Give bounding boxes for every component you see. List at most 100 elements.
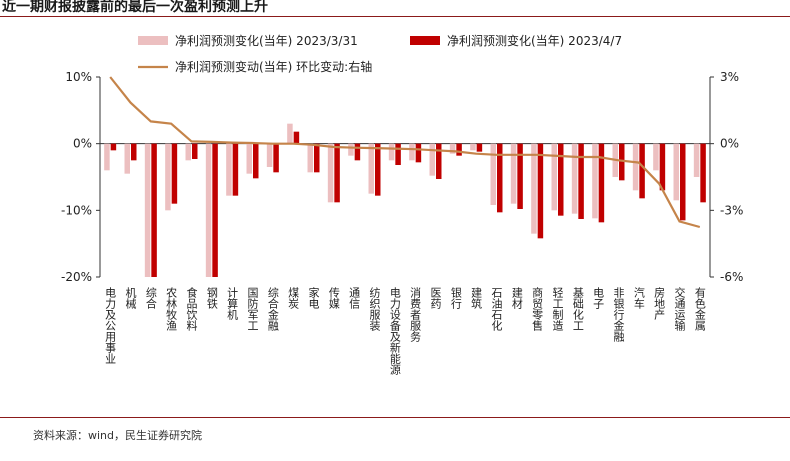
title-divider: [0, 16, 790, 17]
bar-2023-03-31: [388, 143, 395, 161]
x-tick-label: 机械: [124, 286, 137, 310]
x-tick-label: 综合: [144, 286, 157, 309]
x-tick-label: 非银行金融: [612, 287, 625, 343]
bar-2023-03-31: [592, 143, 598, 219]
bar-2023-03-31: [327, 143, 334, 203]
x-tick-label: 建材: [510, 286, 523, 309]
bar-2023-03-31: [531, 143, 537, 234]
x-tick-label: 家电: [307, 286, 320, 309]
y2-tick-label: -3%: [720, 203, 743, 217]
bar-2023-04-07: [334, 143, 340, 203]
y2-tick-label: -6%: [720, 270, 743, 284]
legend-label-2023-04-07: 净利润预测变化(当年) 2023/4/7: [447, 33, 622, 48]
source-note: 资料来源：wind，民生证券研究院: [33, 429, 203, 442]
bar-2023-03-31: [246, 143, 252, 174]
bar-2023-04-07: [192, 143, 198, 159]
bar-2023-03-31: [510, 143, 517, 204]
y-tick-label: 10%: [65, 70, 92, 84]
bar-2023-03-31: [287, 123, 293, 144]
bar-2023-04-07: [497, 143, 503, 213]
bar-2023-04-07: [700, 143, 706, 203]
bar-2023-03-31: [449, 143, 456, 154]
y-tick-label: -10%: [61, 203, 92, 217]
bar-2023-03-31: [673, 143, 679, 201]
bar-2023-04-07: [659, 143, 666, 191]
x-tick-label: 农林牧渔: [165, 286, 178, 332]
bar-2023-04-07: [131, 143, 137, 161]
x-tick-label: 纺织服装: [368, 286, 381, 332]
y2-tick-label: 0%: [720, 137, 739, 151]
bar-2023-04-07: [476, 143, 483, 152]
bar-2023-04-07: [639, 143, 645, 199]
x-tick-label: 商贸零售: [531, 286, 544, 332]
bar-2023-03-31: [348, 143, 354, 156]
bar-2023-04-07: [375, 143, 381, 196]
x-tick-label: 有色金属: [693, 286, 706, 332]
bar-2023-04-07: [558, 143, 564, 216]
bar-2023-03-31: [571, 143, 578, 214]
x-tick-label: 银行: [449, 286, 462, 310]
bar-2023-04-07: [253, 143, 259, 179]
bar-2023-04-07: [436, 143, 442, 179]
bar-2023-04-07: [354, 143, 361, 161]
bar-2023-03-31: [104, 143, 110, 171]
x-tick-label: 国防军工: [246, 287, 259, 331]
x-tick-label: 基础化工: [571, 287, 584, 331]
bar-2023-03-31: [632, 143, 639, 191]
bar-2023-04-07: [212, 143, 218, 277]
line-series-mom-change: [109, 76, 701, 229]
bar-2023-04-07: [415, 143, 422, 163]
bar-2023-03-31: [266, 143, 273, 167]
x-tick-label: 综合金融: [266, 286, 279, 332]
bar-2023-04-07: [171, 143, 178, 204]
bar-2023-03-31: [226, 143, 232, 196]
x-tick-label: 轻工制造: [551, 286, 564, 331]
bar-2023-04-07: [598, 143, 605, 223]
bar-2023-03-31: [409, 143, 415, 161]
bar-2023-04-07: [578, 143, 584, 219]
chart: 10% 0% -10% -20% 3% 0% -3% -6% 电力及公用事业 机械 综合 农林牧渔 食品…: [61, 33, 743, 376]
x-tick-label: 交通运输: [673, 286, 686, 332]
chart-title: 近一期财报披露前的最后一次盈利预测上升: [2, 0, 268, 15]
bar-2023-04-07: [537, 143, 544, 239]
bar-2023-04-07: [680, 143, 686, 221]
bar-2023-03-31: [551, 143, 557, 211]
bar-2023-04-07: [456, 143, 462, 156]
bar-2023-03-31: [185, 143, 191, 161]
x-tick-label: 计算机: [226, 287, 239, 320]
x-tick-label: 消费者服务: [409, 286, 422, 342]
x-tick-label: 石油石化: [490, 287, 503, 332]
x-tick-label: 房地产: [653, 287, 666, 321]
bar-2023-03-31: [693, 143, 700, 177]
bar-2023-04-07: [619, 143, 625, 181]
x-tick-label: 汽车: [632, 286, 645, 310]
bar-2023-04-07: [273, 143, 279, 173]
bar-2023-03-31: [124, 143, 130, 174]
bar-2023-03-31: [165, 143, 171, 211]
y-tick-label: -20%: [61, 270, 92, 284]
bar-2023-03-31: [653, 143, 659, 171]
x-tick-label: 传媒: [327, 287, 340, 310]
bar-2023-04-07: [232, 143, 239, 196]
x-tick-label: 医药: [429, 287, 442, 310]
x-tick-label: 通信: [348, 287, 361, 310]
bar-2023-03-31: [470, 143, 476, 151]
x-tick-label: 电力及公用事业: [104, 287, 117, 364]
x-tick-label: 电力设备及新能源: [388, 287, 401, 376]
legend-swatch-2023-04-07: [410, 36, 440, 45]
x-tick-label: 电子: [592, 287, 605, 309]
bar-2023-03-31: [144, 143, 151, 277]
x-tick-label: 钢铁: [205, 287, 218, 309]
x-tick-label: 建筑: [470, 286, 483, 309]
bar-2023-04-07: [151, 143, 157, 277]
bar-2023-04-07: [293, 131, 300, 144]
x-tick-label: 煤炭: [287, 287, 300, 310]
legend-label-2023-03-31: 净利润预测变化(当年) 2023/3/31: [175, 33, 358, 48]
y2-tick-label: 3%: [720, 70, 739, 84]
bar-2023-03-31: [429, 143, 435, 176]
footer-divider: [0, 417, 790, 418]
bar-2023-03-31: [368, 143, 374, 194]
legend-label-mom-change: 净利润预测变动(当年) 环比变动:右轴: [175, 59, 372, 74]
bar-2023-04-07: [314, 143, 320, 173]
x-tick-label: 食品饮料: [185, 286, 198, 332]
